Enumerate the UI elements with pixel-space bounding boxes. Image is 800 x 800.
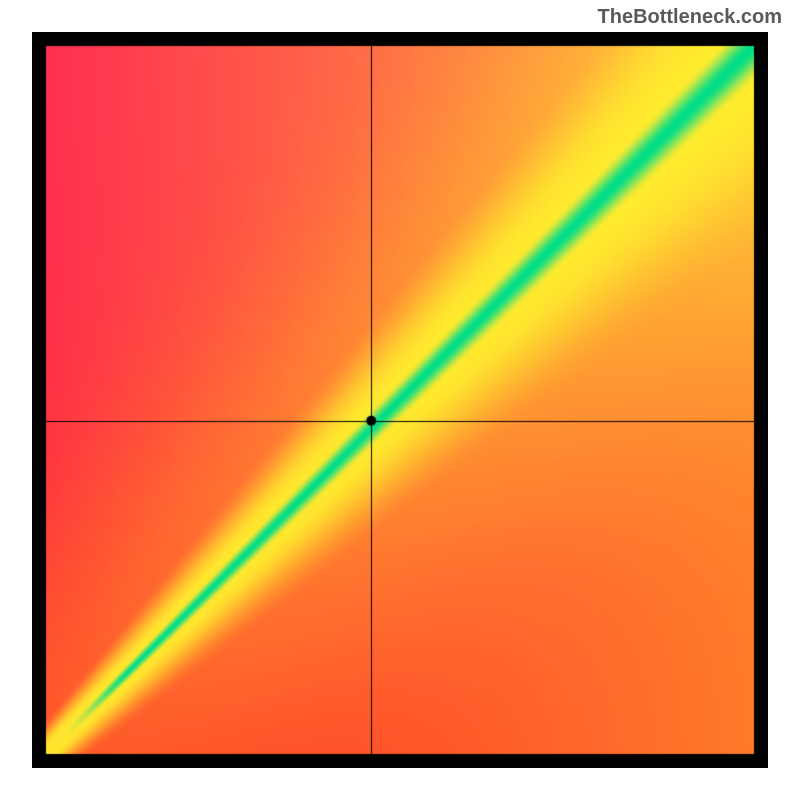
crosshair-overlay — [32, 32, 768, 768]
plot-frame — [32, 32, 768, 768]
root: TheBottleneck.com — [0, 0, 800, 800]
watermark-text: TheBottleneck.com — [598, 6, 782, 29]
